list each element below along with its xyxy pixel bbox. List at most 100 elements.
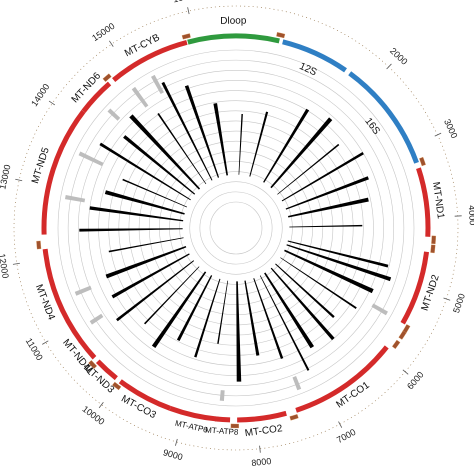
variant-bar	[264, 272, 315, 349]
grey-variant-bar	[78, 151, 104, 167]
gene-label: MT-ATP6	[174, 419, 209, 435]
variant-bar	[270, 117, 333, 189]
track-ring	[179, 171, 293, 285]
variant-bar	[259, 275, 310, 371]
tick-label: 15000	[90, 21, 116, 43]
gene-arc	[118, 379, 172, 411]
major-tick	[434, 132, 442, 137]
variant-bar	[79, 228, 183, 232]
variant-bar	[111, 253, 190, 299]
variant-bar	[123, 135, 196, 195]
grey-variant-bar	[74, 285, 92, 296]
gene-label: MT-ATP8	[205, 425, 239, 436]
variant-bar	[277, 143, 340, 195]
gene-label: Dloop	[220, 15, 247, 26]
variant-bar	[253, 278, 284, 359]
variant-bar	[122, 178, 188, 208]
tick-label: 12000	[0, 253, 11, 279]
track-ring	[77, 69, 395, 387]
grey-variant-bar	[151, 74, 164, 95]
major-tick	[48, 100, 56, 106]
gene-arc	[348, 71, 419, 164]
gene-arc	[81, 81, 112, 113]
trna-marker	[112, 381, 122, 391]
track-ring	[169, 161, 303, 295]
tick-label: 7000	[335, 427, 357, 445]
variant-bar	[89, 206, 184, 222]
grey-variant-bar	[89, 313, 104, 325]
variant-bar	[284, 249, 374, 294]
tick-label: 11000	[24, 336, 45, 362]
gene-arc	[237, 410, 287, 423]
trna-marker	[230, 423, 239, 429]
gene-arc	[295, 345, 389, 413]
variant-bar	[151, 271, 207, 348]
gene-arc	[41, 109, 86, 235]
major-tick	[443, 297, 451, 301]
tick-label: 10000	[80, 404, 106, 427]
major-tick	[259, 445, 261, 453]
grey-variant-bar	[64, 195, 86, 203]
track-ring	[57, 49, 415, 407]
variant-bar	[105, 245, 187, 279]
gene-label: MT-ND1	[430, 181, 446, 220]
tick-label: 8000	[251, 456, 272, 468]
variant-bar	[157, 113, 207, 185]
variant-bar	[236, 281, 242, 382]
gene-arc	[169, 406, 219, 422]
gene-arc	[187, 33, 280, 45]
ruler-circle	[13, 5, 459, 451]
variant-bar	[129, 114, 201, 190]
major-tick	[175, 438, 178, 446]
variant-bar	[144, 266, 200, 325]
trna-marker	[102, 73, 112, 82]
variant-bar	[285, 176, 369, 210]
grey-variant-bar	[371, 303, 388, 316]
tick-label: 3000	[442, 117, 459, 139]
major-tick	[15, 178, 23, 182]
variant-bar	[288, 197, 369, 218]
track-ring	[209, 201, 263, 255]
tick-ring	[12, 5, 462, 453]
variant-bar	[104, 190, 185, 215]
variant-bar	[263, 108, 310, 183]
major-tick	[12, 262, 20, 265]
major-tick	[338, 421, 343, 428]
gene-label: 12S	[298, 61, 319, 79]
major-tick	[187, 7, 190, 15]
major-tick	[108, 40, 114, 47]
variant-bar	[280, 257, 357, 309]
tick-label: 9000	[162, 447, 184, 462]
gene-label: MT-CO3	[119, 393, 158, 421]
variant-bar	[194, 278, 221, 358]
trna-marker	[181, 33, 191, 40]
track-ring	[98, 90, 374, 366]
gene-label: MT-CO2	[244, 423, 283, 439]
variant-bar	[176, 275, 213, 342]
variant-bar	[99, 142, 191, 201]
trna-marker	[419, 156, 426, 167]
track-ring	[148, 140, 324, 316]
variant-bar	[270, 267, 335, 341]
trna-marker	[36, 240, 42, 250]
trna-marker	[88, 360, 98, 370]
tick-label: 13000	[0, 164, 13, 191]
tick-label: 4000	[467, 205, 474, 226]
variant-bar	[289, 224, 363, 228]
tick-label: 14000	[29, 82, 51, 108]
tick-label: 2000	[388, 46, 409, 67]
track-ring	[128, 120, 344, 336]
tick-label: 5000	[451, 292, 467, 314]
gene-arc	[42, 248, 84, 343]
track-rings	[57, 49, 415, 407]
trna-markers	[36, 32, 436, 429]
variant-bar	[286, 244, 392, 282]
major-tick	[402, 369, 409, 375]
variant-bar	[184, 85, 220, 178]
grey-variant-bars	[64, 74, 388, 402]
grey-variant-bar	[219, 390, 225, 402]
variant-bar	[275, 263, 335, 319]
grey-variant-bar	[292, 376, 302, 391]
